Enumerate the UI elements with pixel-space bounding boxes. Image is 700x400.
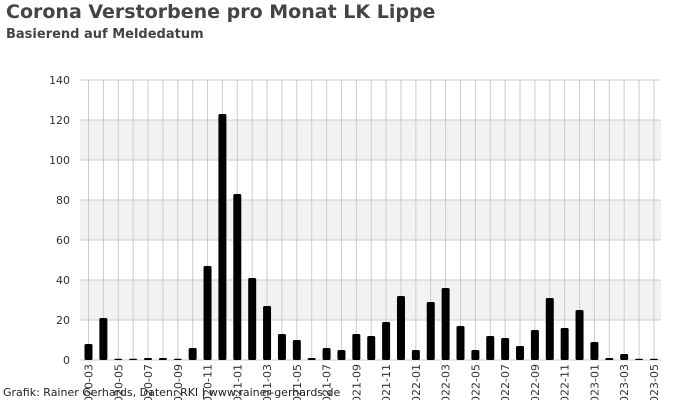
x-tick-label: 2021-05 (291, 364, 304, 400)
x-tick-label: 2023-05 (648, 364, 661, 400)
bar-2022-04 (456, 326, 465, 360)
bar-2023-01 (590, 342, 599, 360)
bar-2021-05 (292, 340, 301, 360)
bar-2020-10 (188, 348, 197, 360)
x-tick-label: 2020-05 (112, 364, 125, 400)
bar-2021-11 (382, 322, 391, 360)
x-tick-label: 2021-11 (380, 364, 393, 400)
bar-2020-08 (158, 358, 167, 360)
chart-subtitle: Basierend auf Meldedatum (6, 27, 204, 42)
grid-band (80, 280, 661, 320)
bar-2022-07 (501, 338, 510, 360)
x-tick-label: 2022-05 (469, 364, 482, 400)
x-tick-label: 2022-09 (529, 364, 542, 400)
bar-2023-04 (635, 358, 644, 360)
bar-2020-05 (114, 358, 123, 360)
x-axis: 2020-03 2020-05 2020-07 2020-09 2020-11 2021-… (83, 364, 661, 400)
bar-2021-06 (307, 358, 316, 360)
bar-2021-08 (337, 350, 346, 360)
bar-2021-10 (367, 336, 376, 360)
bar-2023-03 (620, 354, 629, 360)
bar-2022-11 (560, 328, 569, 360)
x-tick-label: 2021-03 (261, 364, 274, 400)
bar-2023-05 (649, 358, 658, 360)
bar-2021-09 (352, 334, 361, 360)
y-tick-label: 0 (63, 354, 70, 367)
x-tick-label: 2020-03 (83, 364, 96, 400)
bar-2021-03 (263, 306, 272, 360)
x-tick-label: 2021-07 (321, 364, 334, 400)
bar-2021-12 (396, 296, 405, 360)
grid-band (80, 200, 661, 240)
y-tick-label: 140 (49, 74, 70, 87)
bar-2022-06 (486, 336, 495, 360)
bar-2022-12 (575, 310, 584, 360)
bar-2020-03 (84, 344, 93, 360)
bar-2023-02 (605, 358, 614, 360)
x-tick-label: 2022-03 (440, 364, 453, 400)
x-tick-label: 2020-11 (202, 364, 215, 400)
bar-2022-09 (530, 330, 539, 360)
bar-2022-10 (545, 298, 554, 360)
bar-2022-03 (441, 288, 450, 360)
bar-2021-02 (248, 278, 257, 360)
source-credit: Grafik: Rainer Gerhards, Daten: RKI | ww… (3, 386, 341, 399)
x-tick-label: 2020-07 (142, 364, 155, 400)
bar-2020-12 (218, 114, 227, 360)
grid-band (80, 120, 661, 160)
bar-2022-05 (471, 350, 480, 360)
bar-2020-04 (99, 318, 108, 360)
y-tick-label: 80 (56, 194, 70, 207)
x-tick-label: 2023-03 (618, 364, 631, 400)
x-tick-label: 2022-07 (499, 364, 512, 400)
bars (84, 114, 658, 360)
y-tick-label: 120 (49, 114, 70, 127)
bar-2021-01 (233, 194, 242, 360)
y-tick-label: 40 (56, 274, 70, 287)
bar-2022-02 (426, 302, 435, 360)
bar-2022-08 (516, 346, 525, 360)
bar-2020-09 (173, 358, 182, 360)
bar-2020-07 (144, 358, 153, 360)
x-tick-label: 2021-09 (350, 364, 363, 400)
background-bands (80, 120, 661, 320)
x-tick-label: 2022-01 (410, 364, 423, 400)
bar-2020-06 (129, 358, 138, 360)
chart-title: Corona Verstorbene pro Monat LK Lippe (6, 1, 436, 23)
bar-2021-04 (277, 334, 286, 360)
y-tick-label: 60 (56, 234, 70, 247)
bar-2022-01 (411, 350, 420, 360)
bar-2021-07 (322, 348, 331, 360)
x-tick-label: 2020-09 (172, 364, 185, 400)
y-axis: 0 20 40 60 80 100 120 140 (49, 74, 70, 367)
x-tick-label: 2022-11 (559, 364, 572, 400)
x-tick-label: 2021-01 (231, 364, 244, 400)
bar-2020-11 (203, 266, 212, 360)
y-tick-label: 20 (56, 314, 70, 327)
y-tick-label: 100 (49, 154, 70, 167)
x-tick-label: 2023-01 (588, 364, 601, 400)
